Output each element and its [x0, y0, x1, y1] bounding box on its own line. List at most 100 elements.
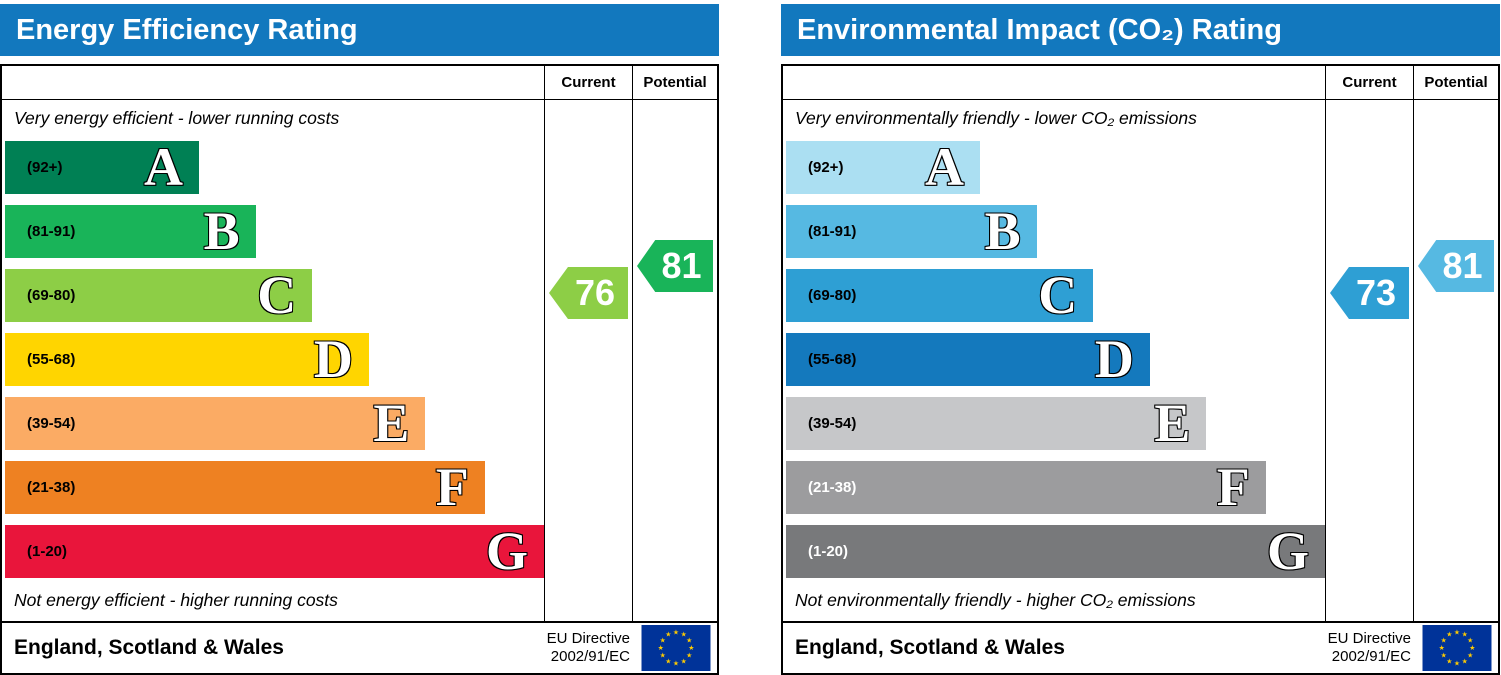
bottom-note: Not energy efficient - higher running co… — [14, 590, 338, 610]
environmental-impact-panel: Environmental Impact (CO₂) Rating Curren… — [781, 4, 1500, 675]
band-bar-g: (1-20) G — [786, 521, 1325, 581]
potential-rating-value: 81 — [1442, 245, 1483, 286]
band-row-g: (1-20) G — [786, 519, 1325, 583]
band-bar-c: (69-80) C — [786, 267, 1094, 323]
band-bar-g: (1-20) G — [5, 521, 544, 581]
current-rating-arrow: 76 — [549, 267, 628, 319]
svg-text:★: ★ — [681, 631, 687, 639]
band-bar-a: (92+) A — [5, 139, 200, 195]
band-range-label: (92+) — [27, 158, 63, 176]
band-letter: G — [485, 521, 529, 581]
energy-chart-box: Current Potential Very energy efficient … — [0, 64, 719, 675]
band-letter: F — [1216, 457, 1251, 517]
current-column-header: Current — [544, 66, 632, 99]
potential-column-header: Potential — [1413, 66, 1498, 99]
band-row-c: (69-80) C — [5, 263, 544, 327]
chart-body: Very energy efficient - lower running co… — [2, 100, 717, 621]
footer-row: England, Scotland & Wales EU Directive 2… — [783, 621, 1498, 673]
band-range-label: (55-68) — [27, 350, 76, 368]
potential-rating-arrow: 81 — [637, 240, 713, 292]
svg-text:★: ★ — [660, 652, 666, 660]
potential-score-cell: 81 — [1413, 100, 1498, 621]
band-letter: B — [203, 201, 241, 261]
svg-text:★: ★ — [1441, 652, 1447, 660]
band-bar-b: (81-91) B — [5, 201, 256, 261]
column-header-spacer — [2, 66, 544, 99]
svg-text:★: ★ — [686, 636, 692, 644]
svg-text:★: ★ — [1446, 631, 1452, 639]
band-row-f: (21-38) F — [5, 455, 544, 519]
svg-text:★: ★ — [660, 636, 666, 644]
band-row-g: (1-20) G — [5, 519, 544, 583]
eu-directive-line2: 2002/91/EC — [550, 648, 630, 665]
potential-column-header: Potential — [632, 66, 717, 99]
bands-list: (92+) A (81-91) B (69-80 — [2, 135, 544, 583]
potential-rating-arrow: 81 — [1418, 240, 1494, 292]
band-range-label: (55-68) — [808, 350, 857, 368]
current-rating-value: 73 — [1355, 272, 1397, 313]
svg-text:★: ★ — [1467, 636, 1473, 644]
band-letter: A — [924, 137, 965, 197]
top-note: Very environmentally friendly - lower CO… — [795, 108, 1197, 128]
svg-text:★: ★ — [1446, 657, 1452, 665]
svg-text:★: ★ — [665, 631, 671, 639]
band-bar-f: (21-38) F — [786, 457, 1266, 517]
eu-directive-text: EU Directive 2002/91/EC — [547, 630, 630, 666]
svg-text:★: ★ — [1467, 652, 1473, 660]
band-bar-e: (39-54) E — [5, 395, 426, 451]
band-row-b: (81-91) B — [5, 199, 544, 263]
band-letter: D — [1094, 329, 1135, 389]
eu-directive-line1: EU Directive — [546, 630, 630, 647]
band-range-label: (1-20) — [808, 542, 849, 560]
eu-directive-text: EU Directive 2002/91/EC — [1328, 630, 1411, 666]
current-score-cell: 73 — [1325, 100, 1413, 621]
bands-area: Very environmentally friendly - lower CO… — [783, 100, 1325, 621]
band-row-b: (81-91) B — [786, 199, 1325, 263]
band-letter: C — [256, 265, 297, 325]
band-range-label: (21-38) — [27, 478, 76, 496]
svg-text:★: ★ — [658, 644, 664, 652]
band-row-e: (39-54) E — [5, 391, 544, 455]
band-bar-a: (92+) A — [786, 137, 981, 197]
band-row-a: (92+) A — [5, 135, 544, 199]
chart-body: Very environmentally friendly - lower CO… — [783, 100, 1498, 621]
band-row-e: (39-54) E — [786, 391, 1325, 455]
band-bar-f: (21-38) F — [5, 457, 485, 517]
band-bar-b: (81-91) B — [786, 203, 1037, 259]
band-range-label: (39-54) — [808, 414, 857, 432]
band-letter: E — [1153, 393, 1191, 453]
svg-text:★: ★ — [688, 644, 694, 652]
band-bar-d: (55-68) D — [5, 329, 369, 389]
band-bar-c: (69-80) C — [5, 265, 313, 325]
environmental-chart-box: Current Potential Very environmentally f… — [781, 64, 1500, 675]
band-range-label: (69-80) — [808, 286, 857, 304]
column-header-row: Current Potential — [783, 66, 1498, 100]
svg-text:★: ★ — [1454, 629, 1460, 637]
band-range-label: (21-38) — [808, 478, 857, 496]
band-range-label: (39-54) — [27, 414, 76, 432]
current-rating-arrow: 73 — [1330, 267, 1409, 319]
band-row-c: (69-80) C — [786, 263, 1325, 327]
band-letter: D — [313, 329, 354, 389]
current-score-cell: 76 — [544, 100, 632, 621]
current-rating-value: 76 — [574, 272, 616, 313]
band-letter: G — [1266, 521, 1310, 581]
svg-text:★: ★ — [681, 657, 687, 665]
band-letter: F — [435, 457, 470, 517]
top-note: Very energy efficient - lower running co… — [14, 108, 340, 128]
bottom-note: Not environmentally friendly - higher CO… — [795, 590, 1196, 610]
band-row-d: (55-68) D — [5, 327, 544, 391]
bands-list: (92+) A (81-91) B (69-80 — [783, 135, 1325, 583]
svg-text:★: ★ — [665, 657, 671, 665]
potential-rating-value: 81 — [661, 245, 702, 286]
svg-text:★: ★ — [1462, 631, 1468, 639]
eu-directive-line1: EU Directive — [1327, 630, 1411, 647]
column-header-spacer — [783, 66, 1325, 99]
svg-text:★: ★ — [686, 652, 692, 660]
environmental-title-bar: Environmental Impact (CO₂) Rating — [781, 4, 1500, 56]
footer-row: England, Scotland & Wales EU Directive 2… — [2, 621, 717, 673]
band-range-label: (81-91) — [27, 222, 76, 240]
band-range-label: (69-80) — [27, 286, 76, 304]
bands-area: Very energy efficient - lower running co… — [2, 100, 544, 621]
